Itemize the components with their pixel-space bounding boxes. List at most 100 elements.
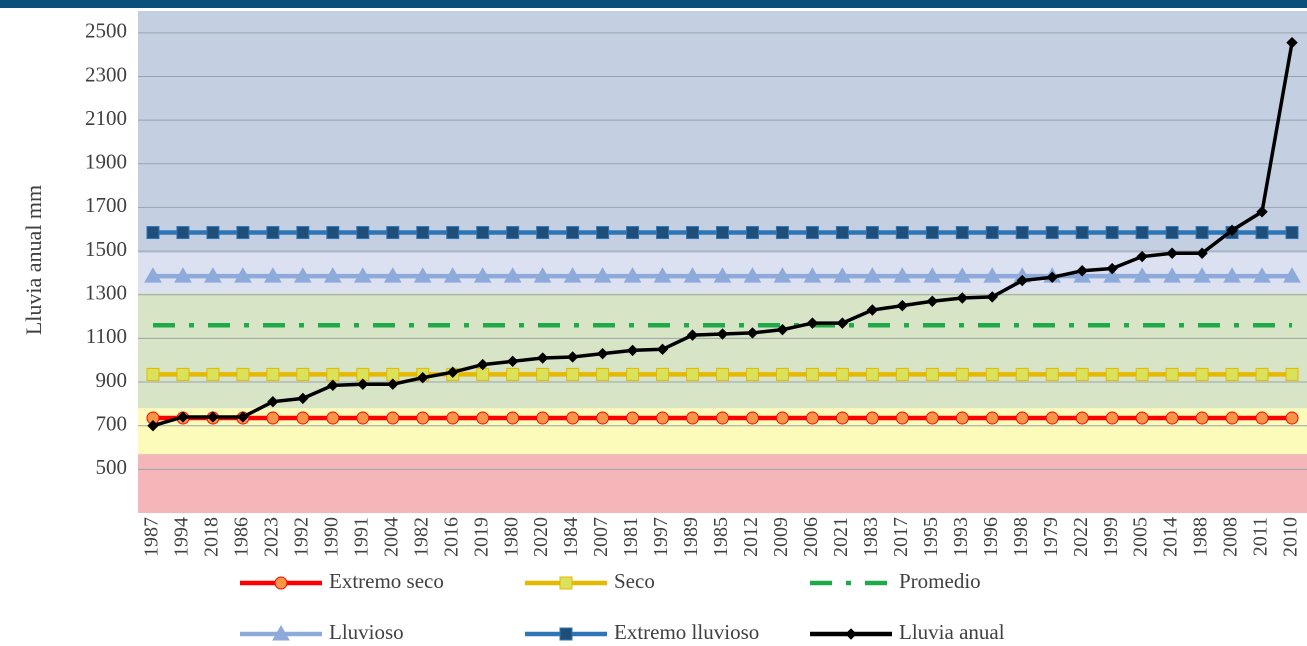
marker (716, 367, 729, 381)
x-tick-label: 2021 (830, 517, 852, 557)
x-tick-label: 2017 (890, 517, 912, 557)
marker (1015, 367, 1029, 381)
marker (446, 226, 460, 240)
marker (955, 367, 969, 381)
background-band (138, 292, 1307, 409)
marker (835, 367, 849, 381)
marker (925, 226, 939, 240)
marker (716, 226, 729, 240)
x-tick-label: 1995 (920, 517, 942, 557)
marker (417, 371, 429, 384)
x-tick-label: 2008 (1220, 517, 1242, 557)
marker (296, 367, 310, 381)
marker (386, 226, 400, 240)
marker (805, 367, 819, 381)
marker (1046, 271, 1058, 283)
marker (506, 367, 520, 381)
marker (476, 358, 489, 371)
y-tick-label: 1500 (85, 237, 127, 261)
marker (353, 267, 372, 283)
marker (506, 411, 520, 425)
y-tick-label: 900 (96, 368, 128, 392)
marker (177, 411, 189, 423)
marker (387, 378, 399, 390)
y-tick-label: 2300 (85, 62, 127, 86)
legend-label: Seco (614, 569, 655, 593)
marker (623, 267, 642, 283)
marker (326, 226, 340, 240)
x-tick-label: 1999 (1100, 517, 1122, 557)
marker (147, 419, 159, 432)
marker (1075, 367, 1089, 381)
marker (596, 347, 609, 360)
marker (596, 411, 610, 425)
marker (566, 411, 580, 425)
y-tick-label: 2100 (85, 106, 127, 130)
marker (1103, 267, 1122, 283)
marker (596, 367, 610, 381)
marker (656, 343, 669, 356)
marker (653, 267, 672, 283)
marker (447, 366, 459, 378)
marker (716, 411, 729, 425)
marker (236, 226, 250, 240)
marker (266, 411, 280, 425)
x-tick-label: 1994 (171, 517, 193, 557)
marker (805, 226, 819, 240)
marker (383, 267, 402, 283)
marker (446, 411, 460, 425)
marker (272, 624, 290, 641)
marker (234, 267, 252, 283)
marker (835, 411, 849, 425)
x-tick-label: 2022 (1070, 517, 1092, 557)
marker (1166, 247, 1178, 259)
marker (1075, 226, 1089, 240)
x-tick-label: 2023 (260, 517, 282, 557)
marker (204, 267, 222, 283)
marker (506, 226, 520, 240)
marker (863, 267, 882, 283)
marker (836, 317, 849, 329)
background-band (138, 11, 1307, 254)
marker (266, 226, 280, 240)
marker (626, 226, 640, 240)
marker (983, 267, 1002, 283)
marker (865, 367, 879, 381)
x-tick-label: 2004 (380, 517, 402, 557)
marker (1105, 367, 1119, 381)
marker (923, 267, 942, 283)
y-tick-label: 2500 (85, 19, 127, 43)
marker (207, 411, 219, 423)
marker (1255, 226, 1269, 240)
marker (1195, 367, 1209, 381)
marker (506, 355, 519, 368)
marker (775, 226, 789, 240)
marker (206, 226, 220, 240)
marker (1105, 226, 1119, 240)
marker (1016, 274, 1028, 287)
marker (1226, 224, 1238, 237)
x-tick-label: 1984 (560, 517, 582, 557)
marker (833, 267, 852, 283)
y-tick-label: 500 (96, 455, 128, 479)
marker (144, 267, 162, 283)
marker (1045, 411, 1059, 425)
legend-label: Promedio (899, 569, 981, 593)
marker (559, 627, 573, 641)
marker (893, 267, 912, 283)
y-tick-label: 1100 (86, 324, 127, 348)
x-tick-label: 2012 (740, 517, 762, 557)
marker (713, 267, 732, 283)
marker (267, 395, 279, 408)
marker (686, 329, 699, 341)
x-tick-label: 1998 (1010, 517, 1032, 557)
x-tick-label: 1983 (860, 517, 882, 557)
marker (356, 411, 370, 425)
x-tick-label: 2006 (800, 517, 822, 557)
marker (174, 267, 192, 283)
marker (926, 295, 939, 307)
marker (686, 411, 700, 425)
marker (656, 411, 670, 425)
marker (626, 344, 639, 357)
marker (274, 576, 288, 590)
